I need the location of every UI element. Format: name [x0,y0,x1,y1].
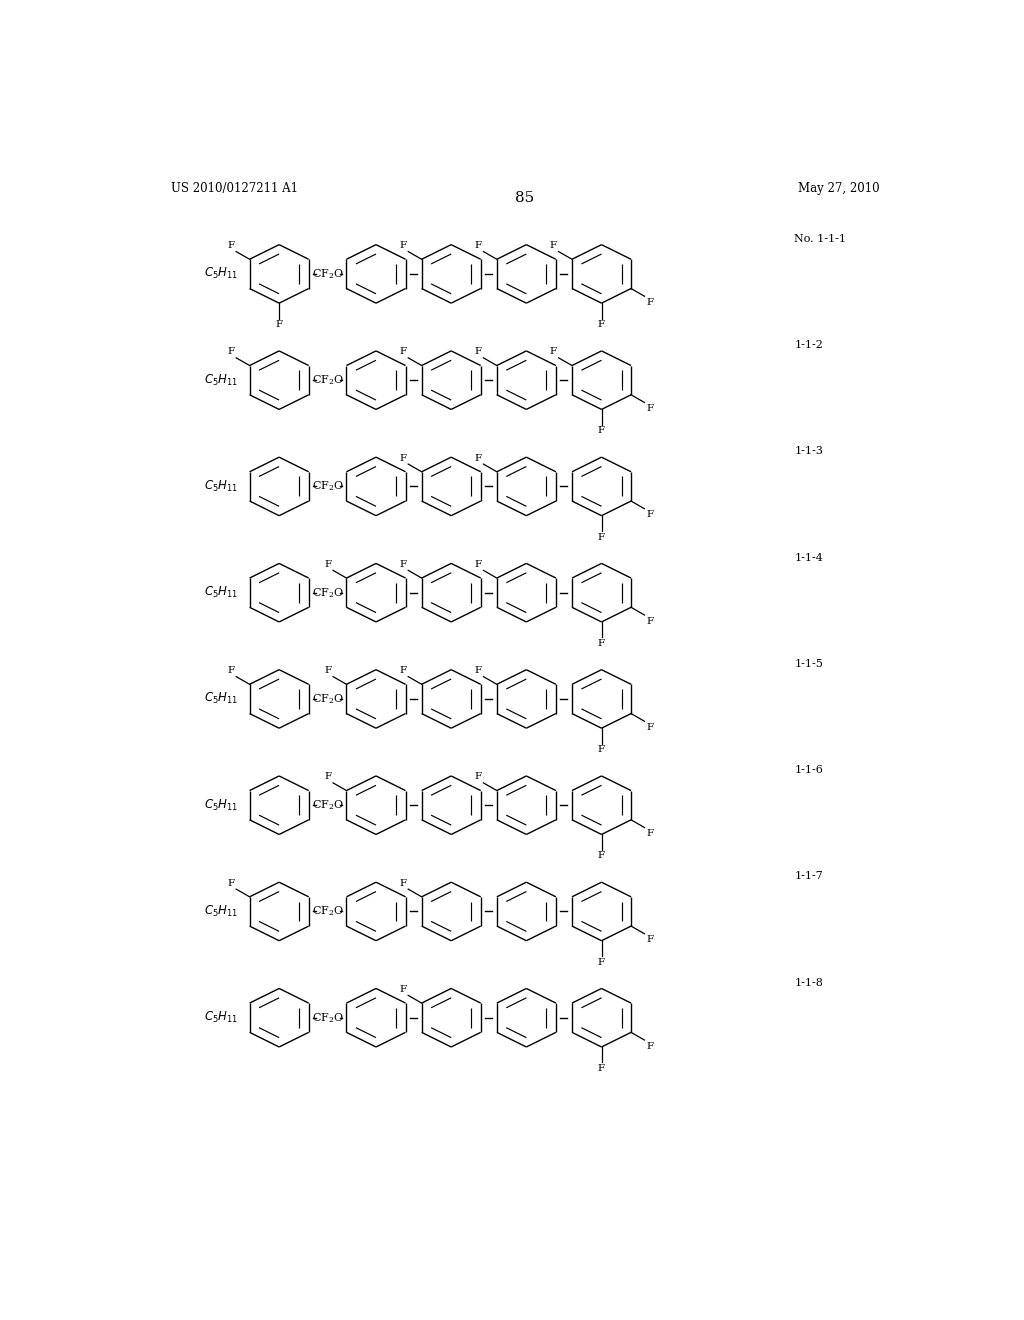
Text: May 27, 2010: May 27, 2010 [798,182,880,194]
Text: $\mathregular{CF_2O}$: $\mathregular{CF_2O}$ [311,692,344,706]
Text: 1-1-4: 1-1-4 [795,553,823,562]
Text: $\mathregular{CF_2O}$: $\mathregular{CF_2O}$ [311,799,344,812]
Text: US 2010/0127211 A1: US 2010/0127211 A1 [171,182,298,194]
Text: 1-1-8: 1-1-8 [795,978,823,987]
Text: $C_5H_{11}$: $C_5H_{11}$ [205,797,239,813]
Text: F: F [550,242,557,249]
Text: F: F [646,936,653,944]
Text: F: F [227,242,234,249]
Text: F: F [598,321,605,329]
Text: 1-1-7: 1-1-7 [795,871,823,882]
Text: 1-1-5: 1-1-5 [795,659,823,669]
Text: F: F [646,616,653,626]
Text: F: F [646,829,653,838]
Text: $C_5H_{11}$: $C_5H_{11}$ [205,479,239,494]
Text: $C_5H_{11}$: $C_5H_{11}$ [205,585,239,601]
Text: F: F [399,560,407,569]
Text: F: F [399,347,407,356]
Text: F: F [646,404,653,413]
Text: $\mathregular{CF_2O}$: $\mathregular{CF_2O}$ [311,267,344,281]
Text: F: F [325,772,332,781]
Text: F: F [598,639,605,648]
Text: F: F [475,560,482,569]
Text: F: F [475,667,482,675]
Text: $\mathregular{CF_2O}$: $\mathregular{CF_2O}$ [311,479,344,494]
Text: $\mathregular{CF_2O}$: $\mathregular{CF_2O}$ [311,1011,344,1024]
Text: F: F [550,347,557,356]
Text: F: F [325,560,332,569]
Text: $C_5H_{11}$: $C_5H_{11}$ [205,1010,239,1026]
Text: No. 1-1-1: No. 1-1-1 [795,234,847,244]
Text: 1-1-3: 1-1-3 [795,446,823,457]
Text: $\mathregular{CF_2O}$: $\mathregular{CF_2O}$ [311,904,344,919]
Text: $C_5H_{11}$: $C_5H_{11}$ [205,372,239,388]
Text: F: F [598,958,605,966]
Text: 85: 85 [515,191,535,205]
Text: F: F [275,321,283,329]
Text: F: F [598,851,605,861]
Text: F: F [646,298,653,306]
Text: $C_5H_{11}$: $C_5H_{11}$ [205,692,239,706]
Text: F: F [475,347,482,356]
Text: F: F [227,347,234,356]
Text: F: F [399,242,407,249]
Text: F: F [475,772,482,781]
Text: F: F [325,667,332,675]
Text: F: F [598,1064,605,1073]
Text: F: F [399,454,407,462]
Text: $C_5H_{11}$: $C_5H_{11}$ [205,267,239,281]
Text: F: F [646,723,653,731]
Text: F: F [227,879,234,887]
Text: F: F [399,985,407,994]
Text: $\mathregular{CF_2O}$: $\mathregular{CF_2O}$ [311,374,344,387]
Text: $C_5H_{11}$: $C_5H_{11}$ [205,904,239,919]
Text: F: F [399,667,407,675]
Text: 1-1-6: 1-1-6 [795,766,823,775]
Text: F: F [475,242,482,249]
Text: $\mathregular{CF_2O}$: $\mathregular{CF_2O}$ [311,586,344,599]
Text: F: F [598,426,605,436]
Text: F: F [399,879,407,887]
Text: F: F [646,511,653,519]
Text: F: F [227,667,234,675]
Text: F: F [598,744,605,754]
Text: F: F [598,533,605,541]
Text: 1-1-2: 1-1-2 [795,341,823,350]
Text: F: F [475,454,482,462]
Text: F: F [646,1041,653,1051]
